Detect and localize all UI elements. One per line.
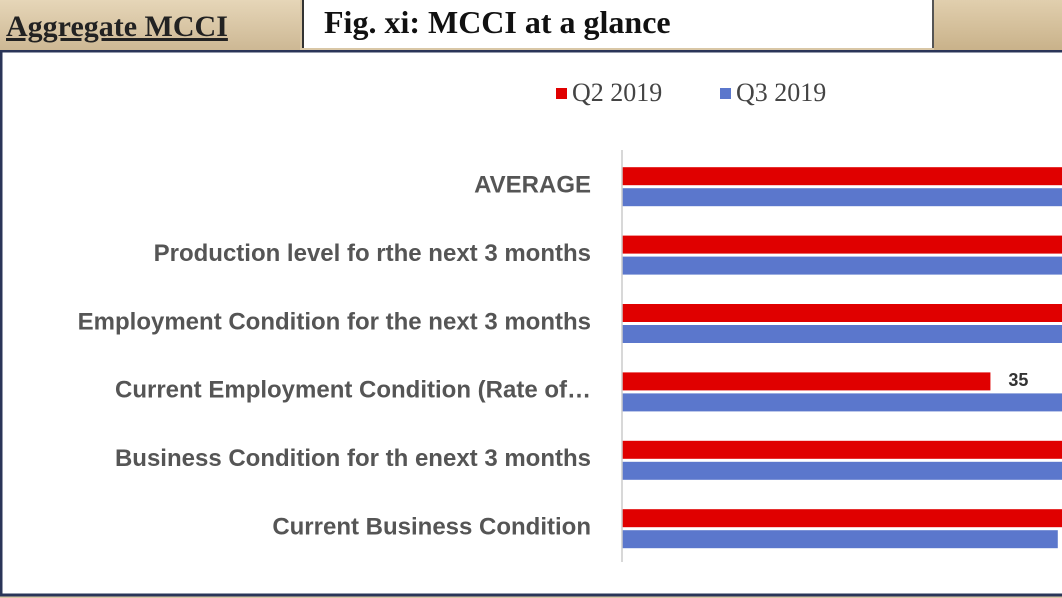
bar [622,440,1062,459]
section-title: Aggregate MCCI [6,10,228,43]
bar [622,530,1058,549]
bar [622,372,991,391]
y-tick-label: Employment Condition for the next 3 mont… [78,308,591,335]
bar [622,325,1062,343]
y-tick-label: Business Condition for th enext 3 months [115,445,591,472]
bar [622,188,1062,207]
data-label: 35 [1008,370,1028,390]
legend-label: Q2 2019 [572,78,662,107]
figure-header: Fig. xi: MCCI at a glance [302,0,934,48]
y-tick-label: Current Business Condition [272,514,591,541]
legend-label: Q3 2019 [736,78,826,107]
bar [622,461,1062,480]
legend-swatch [556,88,567,99]
y-tick-label: Production level fo rthe next 3 months [154,240,591,267]
bar [622,256,1062,275]
figure-title: Fig. xi: MCCI at a glance [324,4,671,40]
header-deco [934,0,1062,50]
bar [622,393,1062,412]
y-tick-label: AVERAGE [474,172,591,199]
chart-frame [0,50,1062,597]
bar [622,304,1062,322]
bar [622,509,1062,528]
bar [622,235,1062,254]
section-tab: Aggregate MCCI [0,0,300,50]
legend-swatch [720,88,731,99]
bar [622,167,1062,186]
y-tick-label: Current Employment Condition (Rate of… [115,377,591,404]
